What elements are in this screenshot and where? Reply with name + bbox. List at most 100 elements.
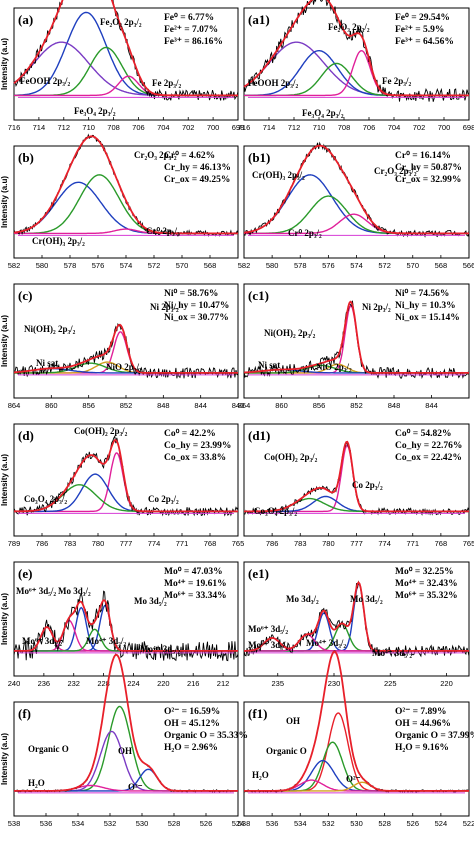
stat-line: Ni_ox = 15.14% — [395, 313, 460, 323]
x-tick-label: 580 — [266, 261, 279, 270]
x-tick-label: 216 — [187, 679, 200, 688]
x-tick-label: 710 — [82, 123, 95, 132]
stat-line: Cr_hy = 46.13% — [164, 163, 231, 173]
x-tick-label: 572 — [378, 261, 391, 270]
peak-annotation: Fe 2p₃/₂ — [152, 78, 181, 88]
panel-b: 582 580 578 576 574 572 570 568(b) Cr⁰ = 4.62%Cr… — [8, 133, 239, 270]
peak-annotation: Mo⁴⁺ 3d₅/₂ — [372, 648, 412, 658]
raw-spectrum — [243, 580, 470, 658]
x-tick-label: 777 — [120, 539, 133, 548]
plot-frame — [243, 561, 470, 677]
x-tick-label: 848 — [388, 401, 401, 410]
peak-annotation: Cr₂O₃ 2p₃/₂ — [134, 150, 177, 160]
x-tick-label: 856 — [82, 401, 95, 410]
stat-line: OH = 45.12% — [164, 719, 220, 729]
x-tick-label: 700 — [438, 123, 451, 132]
peak-annotation: Mo⁴⁺ 3d₃/₂ — [306, 638, 346, 648]
x-tick-label: 536 — [40, 819, 53, 828]
x-tick-label: 240 — [8, 679, 21, 688]
peak-annotation: O²⁻ — [128, 782, 143, 792]
stat-line: Mo⁴⁺ = 19.61% — [164, 579, 227, 589]
x-tick-label: 768 — [204, 539, 217, 548]
x-tick-label: 574 — [350, 261, 363, 270]
panel-f1: 538 536 534 532 530 528 526 524 522 (f1) O²⁻ = 7.8… — [238, 650, 474, 828]
peak-annotation: Co(OH)₂ 2p₃/₂ — [264, 452, 318, 462]
peak-annotation: Mo 3d₃/₂ — [58, 586, 91, 596]
fit-envelope — [243, 144, 469, 235]
panel-label: (b) — [18, 150, 34, 165]
stat-line: H₂O = 9.16% — [395, 743, 449, 753]
x-tick-label: 860 — [45, 401, 58, 410]
x-tick-label: 844 — [425, 401, 438, 410]
panel-e: 240 236 232 228 224 220 216 212 (e) Mo⁰ = 47.03% M… — [8, 561, 239, 688]
x-tick-label: 530 — [136, 819, 149, 828]
x-tick-label: 582 — [8, 261, 21, 270]
x-tick-label: 852 — [120, 401, 133, 410]
x-tick-label: 714 — [33, 123, 46, 132]
x-tick-label: 532 — [322, 819, 335, 828]
x-tick-label: 704 — [157, 123, 170, 132]
x-tick-label: 574 — [120, 261, 133, 270]
peak-annotation: Fe₃O₄ 2p₃/₂ — [74, 106, 116, 116]
peak-annotation: Cr⁰ 2p₃/₂ — [146, 226, 180, 236]
x-tick-label: 777 — [350, 539, 363, 548]
panel-c1: 864 860 856 852 848 844 (c1) Ni⁰ = 74.56% Ni_hy … — [238, 283, 470, 410]
panel-label: (a1) — [248, 12, 270, 27]
stat-line: O²⁻ = 7.89% — [395, 707, 447, 717]
peak-annotation: OH — [286, 716, 300, 726]
x-tick-label: 712 — [288, 123, 301, 132]
stat-line: Fe²⁺ = 7.07% — [164, 25, 218, 35]
peak-annotation: Ni sat — [258, 360, 280, 370]
peak-annotation: NiO 2p₃/₂ — [106, 362, 142, 372]
panel-b1: 582 580 578 576 574 572 570 568 566 (b1) Cr⁰ = 16.… — [238, 141, 474, 270]
peak-annotation: Ni 2p₃/₂ — [150, 302, 179, 312]
x-tick-label: 578 — [64, 261, 77, 270]
x-tick-label: 526 — [406, 819, 419, 828]
peak-annotation: H₂O — [252, 770, 269, 780]
component-peak — [244, 213, 469, 235]
x-tick-label: 771 — [176, 539, 189, 548]
x-tick-label: 528 — [378, 819, 391, 828]
stat-line: Fe²⁺ = 5.9% — [395, 25, 444, 35]
peak-annotation: Cr(OH)₃ 2p₃/₂ — [252, 170, 305, 180]
peak-annotation: Organic O — [28, 744, 69, 754]
plot-frame — [13, 7, 239, 121]
stat-line: OH = 44.96% — [395, 719, 451, 729]
stat-line: Ni⁰ = 58.76% — [164, 288, 218, 299]
peak-annotation: FeOOH 2p₃/₂ — [20, 76, 70, 86]
peak-annotation: O²⁻ — [346, 774, 361, 784]
x-tick-label: 774 — [378, 539, 391, 548]
y-axis-label: Intensity (a.u) — [0, 593, 9, 646]
panel-label: (b1) — [248, 150, 270, 165]
x-tick-label: 768 — [435, 539, 448, 548]
peak-annotation: Mo⁶⁺ 3d₅/₂ — [16, 586, 56, 596]
stat-line: Cr_ox = 32.99% — [395, 175, 461, 185]
x-tick-label: 844 — [194, 401, 207, 410]
fit-envelope — [14, 599, 238, 652]
x-tick-label: 570 — [406, 261, 419, 270]
fit-envelope — [244, 440, 469, 513]
peak-annotation: H₂O — [28, 778, 45, 788]
x-tick-label: 789 — [8, 539, 21, 548]
panel-label: (f) — [18, 706, 31, 721]
x-tick-label: 568 — [204, 261, 217, 270]
x-tick-label: 580 — [36, 261, 49, 270]
panel-label: (c) — [18, 288, 32, 303]
stat-line: Co_ox = 22.42% — [395, 453, 462, 463]
fit-envelope — [14, 323, 238, 374]
panel-a: 716 714 712 710 708 706 704 702 700 698 (a) Fe⁰ = 6… — [8, 0, 244, 132]
peak-annotation: Co(OH)₂ 2p₃/₂ — [74, 426, 128, 436]
stat-line: Fe³⁺ = 64.56% — [395, 37, 454, 47]
panel-label: (d1) — [248, 428, 270, 443]
x-tick-label: 225 — [384, 679, 397, 688]
x-tick-label: 536 — [266, 819, 279, 828]
x-tick-label: 848 — [157, 401, 170, 410]
stat-line: Fe⁰ = 29.54% — [395, 12, 450, 23]
x-tick-label: 706 — [132, 123, 145, 132]
peak-annotation: Mo⁴⁺ 3d₅/₂ — [140, 644, 180, 654]
plot-frame — [13, 561, 239, 677]
fit-envelope — [13, 135, 238, 235]
x-tick-label: 780 — [322, 539, 335, 548]
x-tick-label: 708 — [338, 123, 351, 132]
